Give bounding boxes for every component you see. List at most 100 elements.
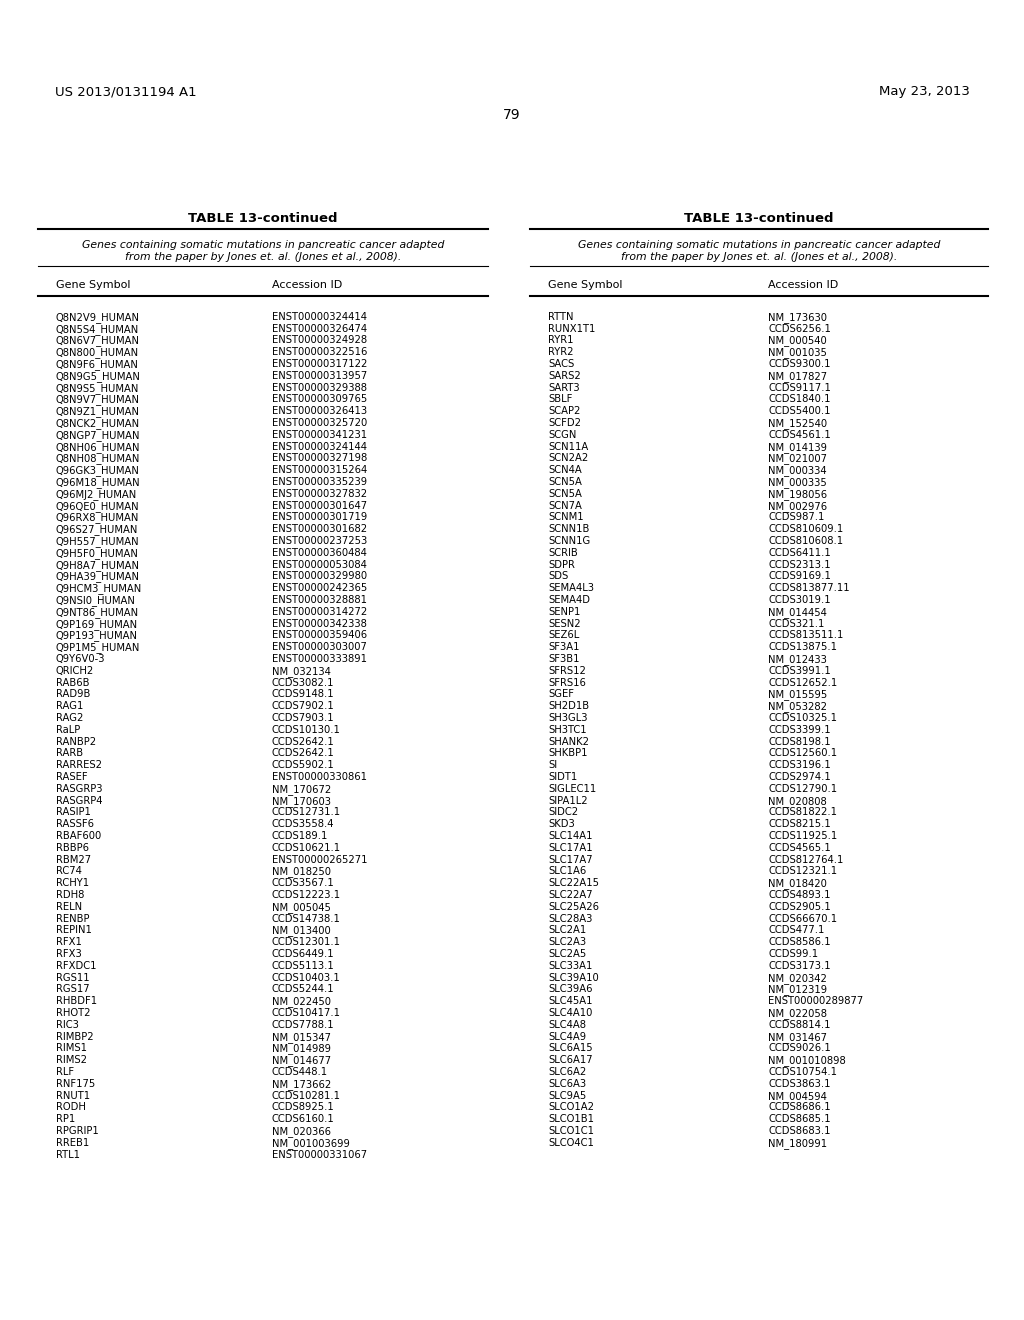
Text: CCDS9117.1: CCDS9117.1 xyxy=(768,383,831,392)
Text: Gene Symbol: Gene Symbol xyxy=(56,280,130,290)
Text: CCDS10621.1: CCDS10621.1 xyxy=(272,842,341,853)
Text: Q9NSI0_HUMAN: Q9NSI0_HUMAN xyxy=(56,595,136,606)
Text: NM_014454: NM_014454 xyxy=(768,607,827,618)
Text: ENST00000317122: ENST00000317122 xyxy=(272,359,368,370)
Text: CCDS477.1: CCDS477.1 xyxy=(768,925,824,936)
Text: SENP1: SENP1 xyxy=(548,607,581,616)
Text: SLC33A1: SLC33A1 xyxy=(548,961,592,970)
Text: ENST00000327198: ENST00000327198 xyxy=(272,453,368,463)
Text: Q9H557_HUMAN: Q9H557_HUMAN xyxy=(56,536,139,546)
Text: Q8NGP7_HUMAN: Q8NGP7_HUMAN xyxy=(56,430,140,441)
Text: RPGRIP1: RPGRIP1 xyxy=(56,1126,98,1137)
Text: ENST00000289877: ENST00000289877 xyxy=(768,997,863,1006)
Text: SLCO1A2: SLCO1A2 xyxy=(548,1102,594,1113)
Text: ENST00000301682: ENST00000301682 xyxy=(272,524,368,535)
Text: Q8N9G5_HUMAN: Q8N9G5_HUMAN xyxy=(56,371,141,381)
Text: NM_018420: NM_018420 xyxy=(768,878,827,890)
Text: SFRS12: SFRS12 xyxy=(548,665,586,676)
Text: SF3A1: SF3A1 xyxy=(548,643,580,652)
Text: RASSF6: RASSF6 xyxy=(56,820,94,829)
Text: ENST00000301719: ENST00000301719 xyxy=(272,512,368,523)
Text: NM_014139: NM_014139 xyxy=(768,442,827,453)
Text: RaLP: RaLP xyxy=(56,725,80,735)
Text: 79: 79 xyxy=(503,108,521,121)
Text: SEZ6L: SEZ6L xyxy=(548,631,580,640)
Text: CCDS3173.1: CCDS3173.1 xyxy=(768,961,830,970)
Text: CCDS10325.1: CCDS10325.1 xyxy=(768,713,838,723)
Text: SCN7A: SCN7A xyxy=(548,500,582,511)
Text: CCDS6256.1: CCDS6256.1 xyxy=(768,323,831,334)
Text: CCDS9026.1: CCDS9026.1 xyxy=(768,1043,830,1053)
Text: CCDS2905.1: CCDS2905.1 xyxy=(768,902,830,912)
Text: SGEF: SGEF xyxy=(548,689,574,700)
Text: SCGN: SCGN xyxy=(548,430,577,440)
Text: SH3TC1: SH3TC1 xyxy=(548,725,587,735)
Text: ENST00000324928: ENST00000324928 xyxy=(272,335,368,346)
Text: CCDS8215.1: CCDS8215.1 xyxy=(768,820,830,829)
Text: RAD9B: RAD9B xyxy=(56,689,90,700)
Text: CCDS8925.1: CCDS8925.1 xyxy=(272,1102,335,1113)
Text: SH2D1B: SH2D1B xyxy=(548,701,589,711)
Text: CCDS9300.1: CCDS9300.1 xyxy=(768,359,830,370)
Text: Q9P1M5_HUMAN: Q9P1M5_HUMAN xyxy=(56,643,140,653)
Text: CCDS4565.1: CCDS4565.1 xyxy=(768,842,830,853)
Text: CCDS5113.1: CCDS5113.1 xyxy=(272,961,335,970)
Text: CCDS7788.1: CCDS7788.1 xyxy=(272,1020,335,1030)
Text: SHKBP1: SHKBP1 xyxy=(548,748,588,759)
Text: NM_022058: NM_022058 xyxy=(768,1008,827,1019)
Text: RYR2: RYR2 xyxy=(548,347,573,358)
Text: Q96GK3_HUMAN: Q96GK3_HUMAN xyxy=(56,465,140,477)
Text: SLC9A5: SLC9A5 xyxy=(548,1090,587,1101)
Text: NM_053282: NM_053282 xyxy=(768,701,827,711)
Text: CCDS2313.1: CCDS2313.1 xyxy=(768,560,830,570)
Text: NM_017827: NM_017827 xyxy=(768,371,827,381)
Text: RFX1: RFX1 xyxy=(56,937,82,948)
Text: SLC4A8: SLC4A8 xyxy=(548,1020,586,1030)
Text: RP1: RP1 xyxy=(56,1114,75,1125)
Text: Q8NH06_HUMAN: Q8NH06_HUMAN xyxy=(56,442,140,453)
Text: SDPR: SDPR xyxy=(548,560,574,570)
Text: CCDS6449.1: CCDS6449.1 xyxy=(272,949,335,960)
Text: Accession ID: Accession ID xyxy=(768,280,839,290)
Text: RAG1: RAG1 xyxy=(56,701,83,711)
Text: NM_031467: NM_031467 xyxy=(768,1032,827,1043)
Text: CCDS813511.1: CCDS813511.1 xyxy=(768,631,844,640)
Text: NM_001010898: NM_001010898 xyxy=(768,1055,846,1067)
Text: CCDS810609.1: CCDS810609.1 xyxy=(768,524,844,535)
Text: ENST00000329980: ENST00000329980 xyxy=(272,572,368,581)
Text: NM_170603: NM_170603 xyxy=(272,796,331,807)
Text: CCDS5244.1: CCDS5244.1 xyxy=(272,985,335,994)
Text: CCDS813877.11: CCDS813877.11 xyxy=(768,583,850,593)
Text: CCDS12560.1: CCDS12560.1 xyxy=(768,748,838,759)
Text: Q9P169_HUMAN: Q9P169_HUMAN xyxy=(56,619,138,630)
Text: Q8N9V7_HUMAN: Q8N9V7_HUMAN xyxy=(56,395,140,405)
Text: Q8N6V7_HUMAN: Q8N6V7_HUMAN xyxy=(56,335,140,346)
Text: SLC4A10: SLC4A10 xyxy=(548,1008,592,1018)
Text: RIMS2: RIMS2 xyxy=(56,1055,87,1065)
Text: Q9H8A7_HUMAN: Q9H8A7_HUMAN xyxy=(56,560,140,570)
Text: CCDS8586.1: CCDS8586.1 xyxy=(768,937,830,948)
Text: NM_000335: NM_000335 xyxy=(768,477,827,488)
Text: NM_001035: NM_001035 xyxy=(768,347,827,358)
Text: CCDS812764.1: CCDS812764.1 xyxy=(768,854,844,865)
Text: ENST00000242365: ENST00000242365 xyxy=(272,583,368,593)
Text: ENST00000342338: ENST00000342338 xyxy=(272,619,367,628)
Text: SIPA1L2: SIPA1L2 xyxy=(548,796,588,805)
Text: SFRS16: SFRS16 xyxy=(548,677,586,688)
Text: RARB: RARB xyxy=(56,748,83,759)
Text: REPIN1: REPIN1 xyxy=(56,925,92,936)
Text: SART3: SART3 xyxy=(548,383,580,392)
Text: SLC6A3: SLC6A3 xyxy=(548,1078,586,1089)
Text: Q96RX8_HUMAN: Q96RX8_HUMAN xyxy=(56,512,139,523)
Text: CCDS7903.1: CCDS7903.1 xyxy=(272,713,335,723)
Text: ENST00000324414: ENST00000324414 xyxy=(272,312,367,322)
Text: Genes containing somatic mutations in pancreatic cancer adapted: Genes containing somatic mutations in pa… xyxy=(578,240,940,249)
Text: CCDS6160.1: CCDS6160.1 xyxy=(272,1114,335,1125)
Text: Q8N9S5_HUMAN: Q8N9S5_HUMAN xyxy=(56,383,139,393)
Text: Q9HA39_HUMAN: Q9HA39_HUMAN xyxy=(56,572,140,582)
Text: ENST00000326474: ENST00000326474 xyxy=(272,323,368,334)
Text: NM_005045: NM_005045 xyxy=(272,902,331,912)
Text: NM_012319: NM_012319 xyxy=(768,985,827,995)
Text: RYR1: RYR1 xyxy=(548,335,573,346)
Text: RIC3: RIC3 xyxy=(56,1020,79,1030)
